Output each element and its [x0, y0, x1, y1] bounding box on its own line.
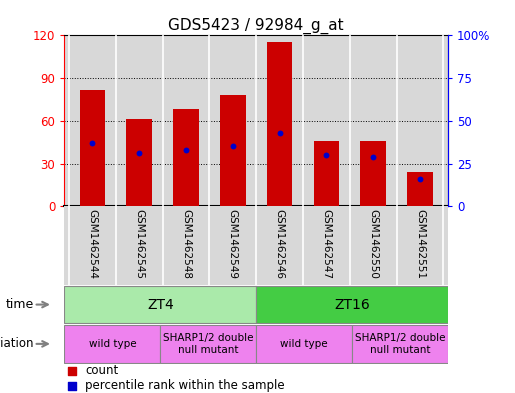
Bar	[173, 110, 199, 206]
Bar	[314, 141, 339, 206]
Text: ZT16: ZT16	[334, 298, 370, 312]
Bar	[126, 119, 152, 206]
Point	[369, 154, 377, 160]
Bar	[160, 325, 256, 363]
Text: GSM1462546: GSM1462546	[274, 209, 285, 279]
Bar	[352, 325, 448, 363]
Text: genotype/variation: genotype/variation	[0, 337, 33, 351]
Text: SHARP1/2 double
null mutant: SHARP1/2 double null mutant	[163, 333, 253, 354]
Point	[322, 152, 331, 158]
Bar	[64, 325, 160, 363]
Text: SHARP1/2 double
null mutant: SHARP1/2 double null mutant	[355, 333, 445, 354]
Point	[89, 140, 97, 146]
Bar	[256, 286, 448, 323]
Text: count: count	[85, 364, 119, 377]
Text: GSM1462548: GSM1462548	[181, 209, 191, 279]
Text: GSM1462549: GSM1462549	[228, 209, 238, 279]
Text: GSM1462551: GSM1462551	[415, 209, 425, 279]
Point	[68, 368, 76, 374]
Bar	[407, 172, 433, 206]
Text: wild type: wild type	[280, 339, 328, 349]
Point	[68, 382, 76, 389]
Text: GSM1462544: GSM1462544	[88, 209, 97, 279]
Bar	[220, 95, 246, 206]
Bar	[267, 42, 293, 206]
Text: wild type: wild type	[89, 339, 136, 349]
Point	[135, 150, 143, 156]
Point	[229, 143, 237, 150]
Text: GSM1462547: GSM1462547	[321, 209, 331, 279]
Text: percentile rank within the sample: percentile rank within the sample	[85, 379, 285, 392]
Bar	[360, 141, 386, 206]
Bar	[256, 325, 352, 363]
Text: GSM1462545: GSM1462545	[134, 209, 144, 279]
Text: GSM1462550: GSM1462550	[368, 209, 378, 279]
Bar	[64, 286, 256, 323]
Point	[276, 130, 284, 136]
Text: ZT4: ZT4	[147, 298, 174, 312]
Point	[182, 147, 190, 153]
Text: time: time	[6, 298, 33, 311]
Point	[416, 176, 424, 182]
Title: GDS5423 / 92984_g_at: GDS5423 / 92984_g_at	[168, 18, 344, 34]
Bar	[80, 90, 105, 206]
